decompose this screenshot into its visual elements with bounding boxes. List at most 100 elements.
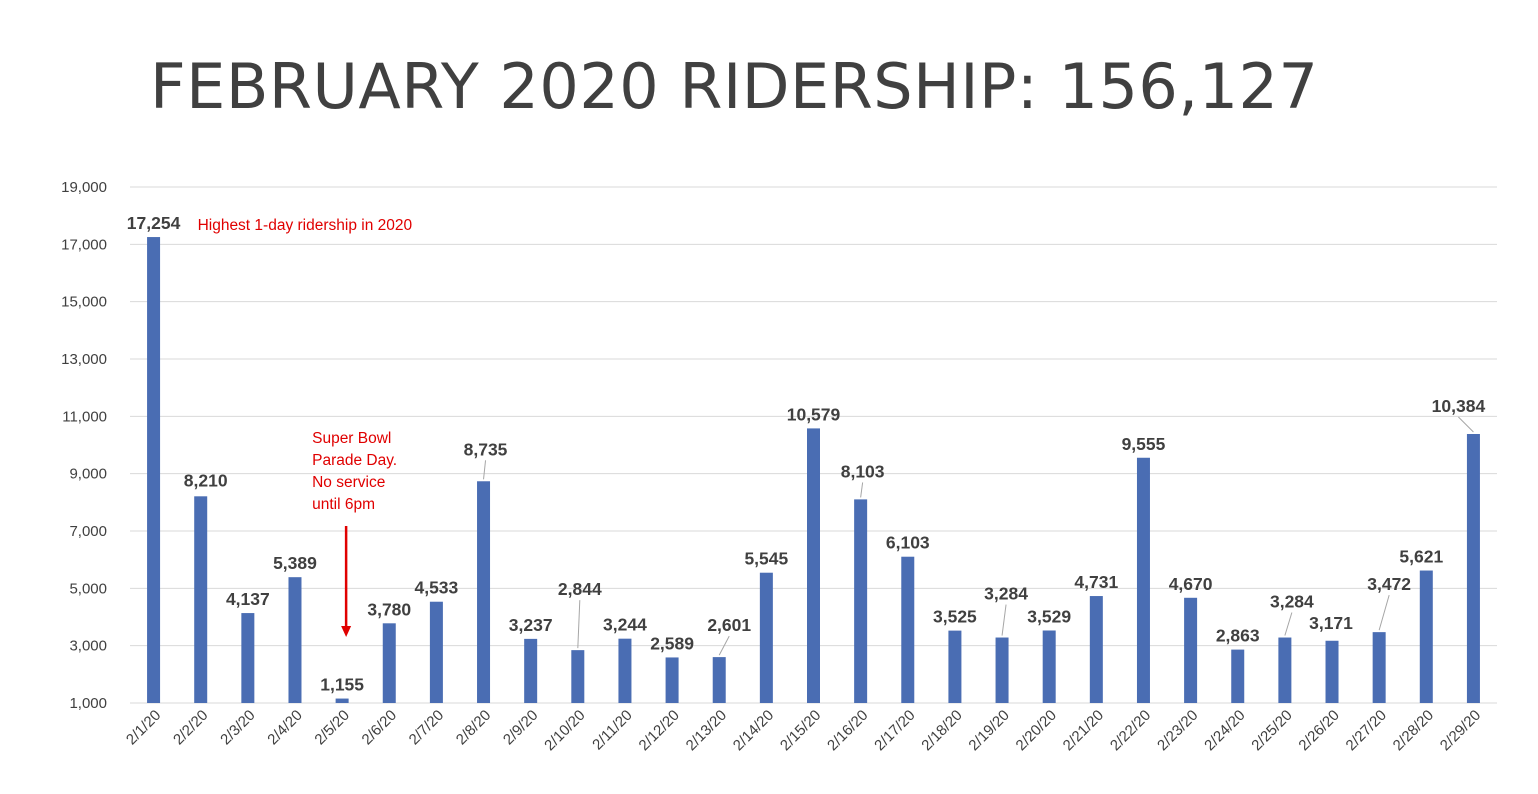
- x-tick-label: 2/22/20: [1107, 707, 1154, 754]
- x-tick-label: 2/2/20: [170, 707, 212, 749]
- x-tick-label: 2/25/20: [1248, 707, 1295, 754]
- label-leader-line: [1378, 594, 1390, 631]
- annotation-arrow-head: [341, 626, 352, 637]
- label-leader-line: [1458, 416, 1474, 433]
- bar: [382, 623, 396, 703]
- label-leader-line: [483, 460, 487, 480]
- bar: [1136, 457, 1150, 703]
- data-label: 5,389: [273, 553, 317, 573]
- bar: [1089, 596, 1103, 703]
- bar: [759, 572, 773, 703]
- label-leaders: [483, 416, 1474, 656]
- data-label: 6,103: [886, 533, 930, 553]
- bar: [1231, 649, 1245, 703]
- data-label: 10,579: [787, 404, 841, 424]
- x-axis-ticks: 2/1/20 2/2/20 2/3/20 2/4/20 2/5/20 2/6/20 2/7/…: [123, 707, 1484, 754]
- bar: [712, 657, 726, 703]
- y-tick-label: 17,000: [61, 236, 107, 253]
- y-tick-label: 19,000: [61, 179, 107, 196]
- x-tick-label: 2/11/20: [589, 707, 636, 754]
- bar: [335, 698, 349, 703]
- x-tick-label: 2/15/20: [777, 707, 824, 754]
- bar: [618, 638, 632, 703]
- y-tick-label: 15,000: [61, 294, 107, 311]
- bar: [571, 650, 585, 703]
- data-label: 9,555: [1122, 434, 1166, 454]
- bar: [665, 657, 679, 703]
- y-tick-label: 3,000: [69, 638, 107, 655]
- data-label: 3,780: [367, 599, 411, 619]
- bar: [1419, 570, 1433, 703]
- bar: [1466, 433, 1480, 703]
- x-tick-label: 2/1/20: [123, 707, 165, 749]
- x-tick-label: 2/5/20: [311, 707, 353, 749]
- data-label: 2,863: [1216, 626, 1260, 646]
- data-label: 1,155: [320, 675, 364, 695]
- data-label: 3,244: [603, 615, 647, 635]
- data-label: 2,589: [650, 633, 694, 653]
- y-tick-label: 7,000: [69, 523, 107, 540]
- x-tick-label: 2/7/20: [406, 707, 448, 749]
- data-label: 3,171: [1309, 613, 1353, 633]
- label-leader-line: [718, 635, 730, 656]
- x-tick-label: 2/13/20: [683, 707, 730, 754]
- x-tick-label: 2/24/20: [1201, 707, 1248, 754]
- data-label: 8,103: [841, 461, 885, 481]
- y-tick-label: 5,000: [69, 580, 107, 597]
- data-label: 4,731: [1074, 572, 1118, 592]
- y-tick-label: 9,000: [69, 466, 107, 483]
- data-label: 8,210: [184, 470, 228, 490]
- x-tick-label: 2/9/20: [500, 707, 542, 749]
- bar: [1042, 630, 1056, 703]
- bar: [147, 237, 161, 703]
- label-leader-line: [860, 482, 864, 498]
- bar: [901, 556, 915, 703]
- bars: [147, 237, 1480, 703]
- data-label: 3,284: [984, 584, 1028, 604]
- annotation-text: Super Bowl: [312, 430, 391, 447]
- bar: [1325, 640, 1339, 703]
- bar: [1184, 597, 1198, 703]
- data-label: 3,237: [509, 615, 553, 635]
- bar: [524, 638, 538, 703]
- x-tick-label: 2/26/20: [1295, 707, 1342, 754]
- bar: [995, 637, 1009, 703]
- y-tick-label: 13,000: [61, 351, 107, 368]
- bar: [288, 577, 302, 703]
- y-tick-label: 11,000: [62, 408, 107, 425]
- data-label: 5,621: [1399, 547, 1443, 567]
- x-tick-label: 2/12/20: [636, 707, 683, 754]
- data-label: 5,545: [744, 549, 788, 569]
- x-tick-label: 2/27/20: [1343, 707, 1390, 754]
- annotation-text: Highest 1-day ridership in 2020: [198, 217, 413, 234]
- bar: [429, 601, 443, 703]
- bar: [241, 613, 255, 703]
- x-tick-label: 2/20/20: [1013, 707, 1060, 754]
- data-label: 2,601: [707, 615, 751, 635]
- x-tick-label: 2/14/20: [730, 707, 777, 754]
- data-label: 3,525: [933, 607, 977, 627]
- x-tick-label: 2/3/20: [217, 707, 259, 749]
- label-leader-line: [1001, 604, 1007, 636]
- y-axis-ticks: 1,000 3,000 5,000 7,000 9,000 11,000 13,000 15,…: [61, 179, 107, 712]
- annotation-text: Parade Day.: [312, 452, 397, 469]
- bar: [194, 496, 208, 703]
- x-tick-label: 2/17/20: [871, 707, 918, 754]
- bar: [1278, 637, 1292, 703]
- x-tick-label: 2/10/20: [541, 707, 588, 754]
- data-label: 3,284: [1270, 592, 1314, 612]
- data-label: 2,844: [558, 579, 602, 599]
- data-label: 3,472: [1367, 574, 1411, 594]
- x-tick-label: 2/6/20: [359, 707, 401, 749]
- data-label: 8,735: [464, 439, 508, 459]
- bar: [807, 428, 820, 703]
- annotation-text: No service: [312, 474, 385, 491]
- data-label: 10,384: [1432, 396, 1486, 416]
- label-leader-line: [1284, 612, 1293, 636]
- data-label: 4,533: [414, 578, 458, 598]
- data-label: 4,670: [1169, 574, 1213, 594]
- bar: [1372, 632, 1386, 703]
- annotations: Highest 1-day ridership in 2020 Super Bow…: [198, 217, 413, 637]
- data-label: 4,137: [226, 589, 270, 609]
